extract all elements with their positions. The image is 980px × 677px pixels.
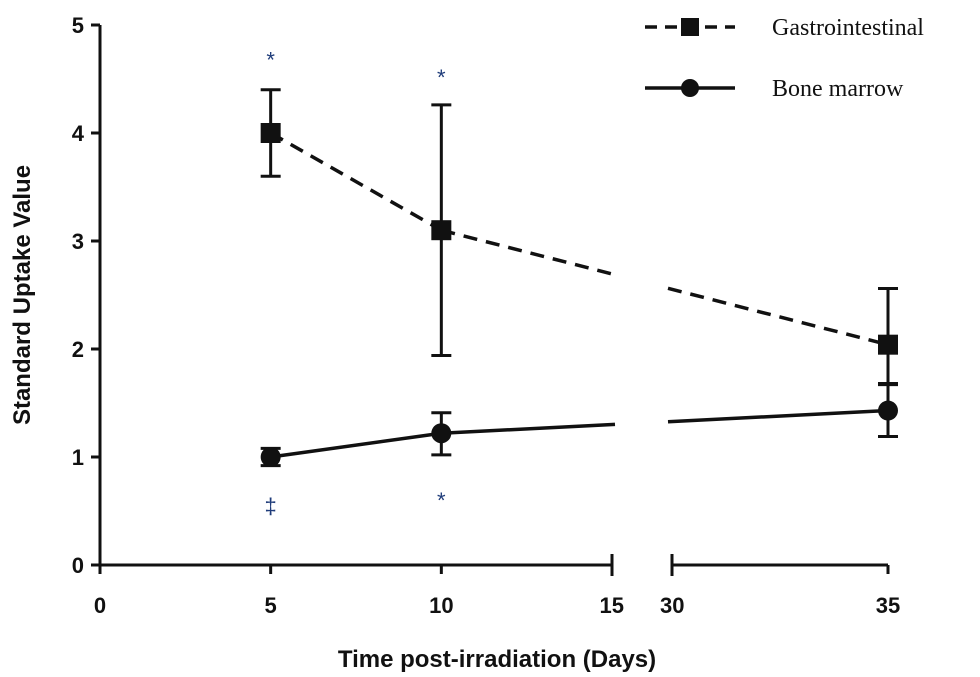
series-line xyxy=(667,286,889,347)
data-point-square xyxy=(431,220,452,241)
data-point-circle xyxy=(260,447,281,467)
annotations: * * ‡ * xyxy=(265,48,447,519)
y-tick-label: 2 xyxy=(72,337,84,362)
y-tick-label: 3 xyxy=(72,229,84,254)
series-line xyxy=(441,422,616,435)
data-point-circle xyxy=(878,400,898,421)
legend-item-bone-marrow: Bone marrow xyxy=(645,76,904,102)
legend: Gastrointestinal Bone marrow xyxy=(645,15,924,102)
series-gastrointestinal xyxy=(260,88,898,386)
x-tick-label: 15 xyxy=(600,593,624,618)
series-line xyxy=(270,431,442,459)
legend-marker-square xyxy=(681,18,699,36)
x-tick-label: 0 xyxy=(94,593,106,618)
data-point-square xyxy=(878,334,898,355)
significance-asterisk: * xyxy=(437,65,446,90)
x-axis-title: Time post-irradiation (Days) xyxy=(338,646,656,673)
axes: 0 1 2 3 4 5 0 5 10 15 30 35 xyxy=(72,13,900,618)
x-tick-label: 10 xyxy=(429,593,453,618)
data-point-square xyxy=(260,123,281,143)
series-line xyxy=(269,131,443,232)
x-tick-label: 5 xyxy=(265,593,277,618)
significance-double-dagger: ‡ xyxy=(265,494,277,519)
y-tick-label: 0 xyxy=(72,553,84,578)
series-line xyxy=(667,408,889,424)
legend-label: Bone marrow xyxy=(772,76,904,102)
series-layer xyxy=(260,88,898,468)
significance-asterisk: * xyxy=(266,48,275,73)
y-axis-title: Standard Uptake Value xyxy=(9,165,36,425)
data-point-circle xyxy=(431,423,452,444)
legend-item-gastrointestinal: Gastrointestinal xyxy=(645,15,924,41)
y-tick-label: 4 xyxy=(72,121,85,146)
x-tick-label: 35 xyxy=(876,593,900,618)
significance-asterisk: * xyxy=(437,488,446,513)
x-tick-label: 30 xyxy=(660,593,684,618)
y-tick-label: 5 xyxy=(72,13,84,38)
legend-marker-circle xyxy=(681,79,699,97)
y-tick-label: 1 xyxy=(72,445,84,470)
legend-label: Gastrointestinal xyxy=(772,15,924,41)
series-line xyxy=(440,228,616,277)
series-bone-marrow xyxy=(260,383,898,468)
